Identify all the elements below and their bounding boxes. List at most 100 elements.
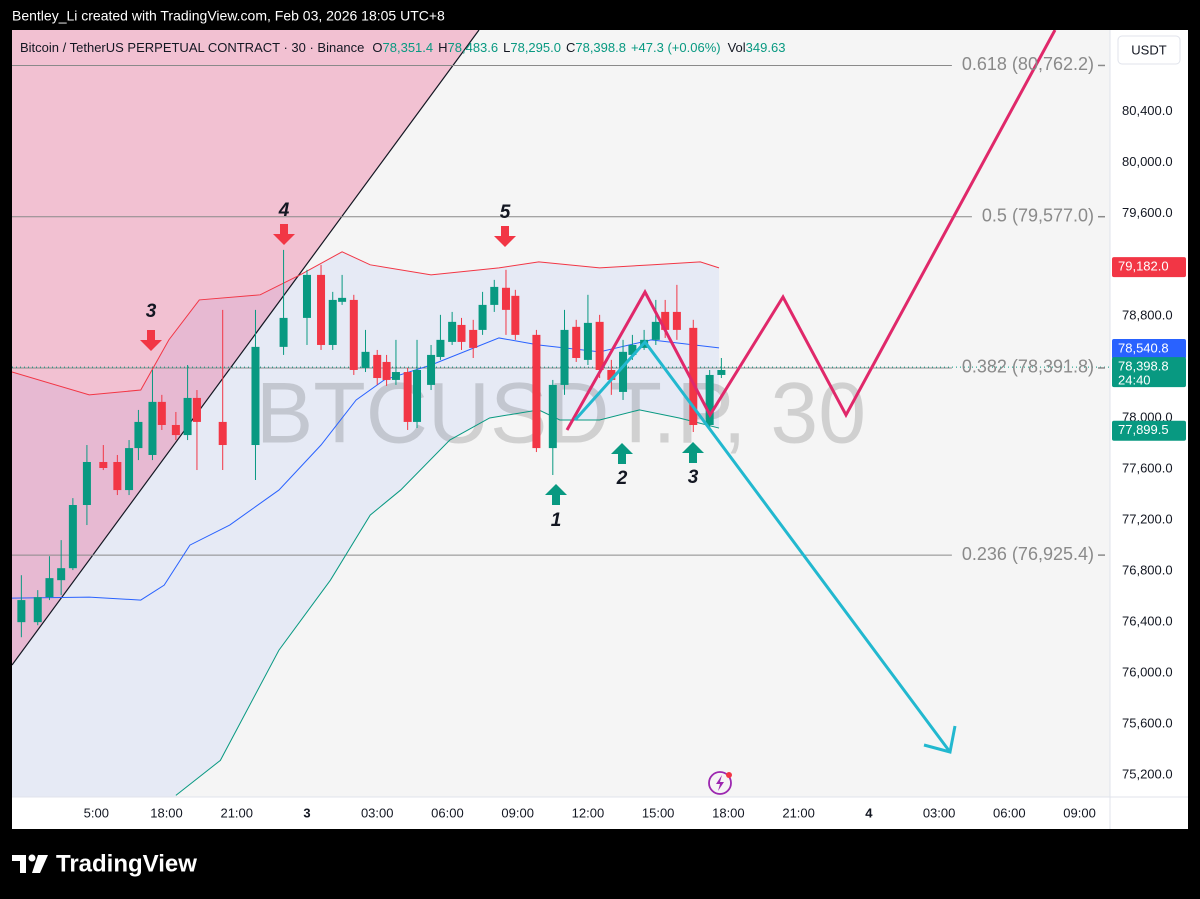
legend-item: H bbox=[438, 40, 447, 55]
signal-label: 2 bbox=[616, 468, 628, 489]
legend-item: L bbox=[503, 40, 510, 55]
axes: 80,400.0 80,000.0 79,600.0 78,800.0 78,000.0… bbox=[84, 54, 1186, 820]
candle-body bbox=[125, 448, 134, 491]
y-tick-label: 75,600.0 bbox=[1122, 716, 1173, 731]
candle-body bbox=[157, 401, 166, 425]
brand: TradingView bbox=[56, 850, 197, 877]
candle-body bbox=[82, 461, 91, 506]
legend-item: 78,398.8 bbox=[575, 40, 626, 55]
candle-body bbox=[382, 361, 391, 380]
candle-body bbox=[705, 374, 714, 425]
y-tick-label: 78,800.0 bbox=[1122, 307, 1173, 322]
candle-body bbox=[448, 321, 457, 342]
candle-body bbox=[413, 369, 422, 422]
y-tick-label: 77,600.0 bbox=[1122, 460, 1173, 475]
up-arrow bbox=[611, 443, 633, 464]
x-tick-label: 21:00 bbox=[782, 805, 815, 820]
x-tick-label: 3 bbox=[303, 805, 310, 820]
candle-body bbox=[361, 351, 370, 368]
candle-body bbox=[427, 354, 436, 385]
candle-body bbox=[192, 397, 201, 422]
candle-body bbox=[317, 274, 326, 345]
band-line bbox=[12, 251, 720, 396]
legend-item: +47.3 (+0.06%) bbox=[631, 40, 721, 55]
candle-body bbox=[279, 317, 288, 347]
credit: Bentley_Li created with TradingView.com,… bbox=[12, 8, 445, 24]
wave-label: 5 bbox=[500, 202, 511, 223]
candle-body bbox=[478, 304, 487, 330]
fib-label: 0.5 (79,577.0) bbox=[982, 205, 1094, 225]
price-label-box bbox=[1112, 257, 1186, 278]
price-label-box bbox=[1112, 338, 1186, 359]
wave-annotations: 3 4 5 1 2 3 bbox=[140, 200, 704, 531]
candle-body bbox=[134, 421, 143, 449]
x-tick-label: 09:00 bbox=[1063, 805, 1096, 820]
projection-drawings bbox=[565, 30, 1057, 754]
candle-body bbox=[113, 461, 122, 491]
candle-body bbox=[583, 322, 592, 360]
candle-body bbox=[548, 384, 557, 449]
y-tick-label: 79,600.0 bbox=[1122, 205, 1173, 220]
logo-dot bbox=[28, 854, 36, 862]
wave-label: 3 bbox=[146, 301, 157, 322]
candle-body bbox=[251, 346, 260, 446]
price-label: 78,540.8 bbox=[1118, 340, 1169, 355]
candle-body bbox=[302, 274, 311, 318]
candle-body bbox=[689, 327, 698, 425]
candle-body bbox=[45, 578, 54, 598]
bear-projection bbox=[573, 339, 952, 753]
down-arrow bbox=[140, 330, 162, 351]
x-tick-label: 12:00 bbox=[572, 805, 605, 820]
down-arrow bbox=[494, 226, 516, 247]
alert-bolt bbox=[716, 775, 724, 791]
trend-line bbox=[12, 30, 480, 666]
candle-body bbox=[532, 334, 541, 449]
price-label: 79,182.0 bbox=[1118, 259, 1169, 274]
currency-label[interactable]: USDT bbox=[1131, 42, 1166, 57]
candle-layer bbox=[17, 249, 726, 638]
countdown: 24:40 bbox=[1118, 373, 1151, 388]
candle-body bbox=[651, 321, 660, 340]
signal-label: 3 bbox=[688, 467, 699, 488]
y-tick-label: 76,000.0 bbox=[1122, 665, 1173, 680]
legend-item: 78,483.6 bbox=[448, 40, 499, 55]
bear-arrowhead bbox=[923, 725, 957, 754]
candle-body bbox=[328, 299, 337, 345]
brand-logo bbox=[12, 854, 48, 873]
x-tick-label: 06:00 bbox=[431, 805, 464, 820]
fib-label: 0.618 (80,762.2) bbox=[962, 54, 1094, 74]
logo-mark bbox=[12, 855, 26, 873]
legend-item: Vol bbox=[728, 40, 746, 55]
candle-body bbox=[511, 295, 520, 335]
x-tick-label: 18:00 bbox=[150, 805, 183, 820]
x-tick-label: 18:00 bbox=[712, 805, 745, 820]
trend-drawing bbox=[12, 30, 480, 666]
y-tick-label: 76,400.0 bbox=[1122, 614, 1173, 629]
candle-body bbox=[403, 372, 412, 422]
x-tick-label: 15:00 bbox=[642, 805, 675, 820]
legend: Bitcoin / TetherUS PERPETUAL CONTRACT · … bbox=[20, 40, 785, 55]
currency-button[interactable] bbox=[1117, 35, 1181, 65]
legend-item: 349.63 bbox=[746, 40, 786, 55]
band-line bbox=[12, 337, 720, 601]
x-tick-label: 06:00 bbox=[993, 805, 1026, 820]
alert-icon bbox=[708, 771, 732, 795]
price-label: 78,398.8 bbox=[1118, 359, 1169, 374]
y-tick-label: 80,400.0 bbox=[1122, 103, 1173, 118]
price-label-box bbox=[1112, 420, 1186, 441]
candle-body bbox=[57, 568, 66, 581]
band-line bbox=[175, 409, 720, 796]
signal-label: 1 bbox=[551, 510, 562, 531]
fib-label: 0.236 (76,925.4) bbox=[962, 544, 1094, 564]
candle-body bbox=[628, 344, 637, 355]
band-fill bbox=[12, 251, 720, 797]
logo-slash bbox=[32, 855, 48, 873]
candle-body bbox=[619, 351, 628, 392]
candle-body bbox=[349, 299, 358, 370]
bull-zigzag bbox=[565, 30, 1057, 431]
candle-body bbox=[457, 324, 466, 342]
price-label: 77,899.5 bbox=[1118, 422, 1169, 437]
price-label-box bbox=[1112, 357, 1186, 388]
legend-item: Bitcoin / TetherUS PERPETUAL CONTRACT · … bbox=[20, 40, 364, 55]
